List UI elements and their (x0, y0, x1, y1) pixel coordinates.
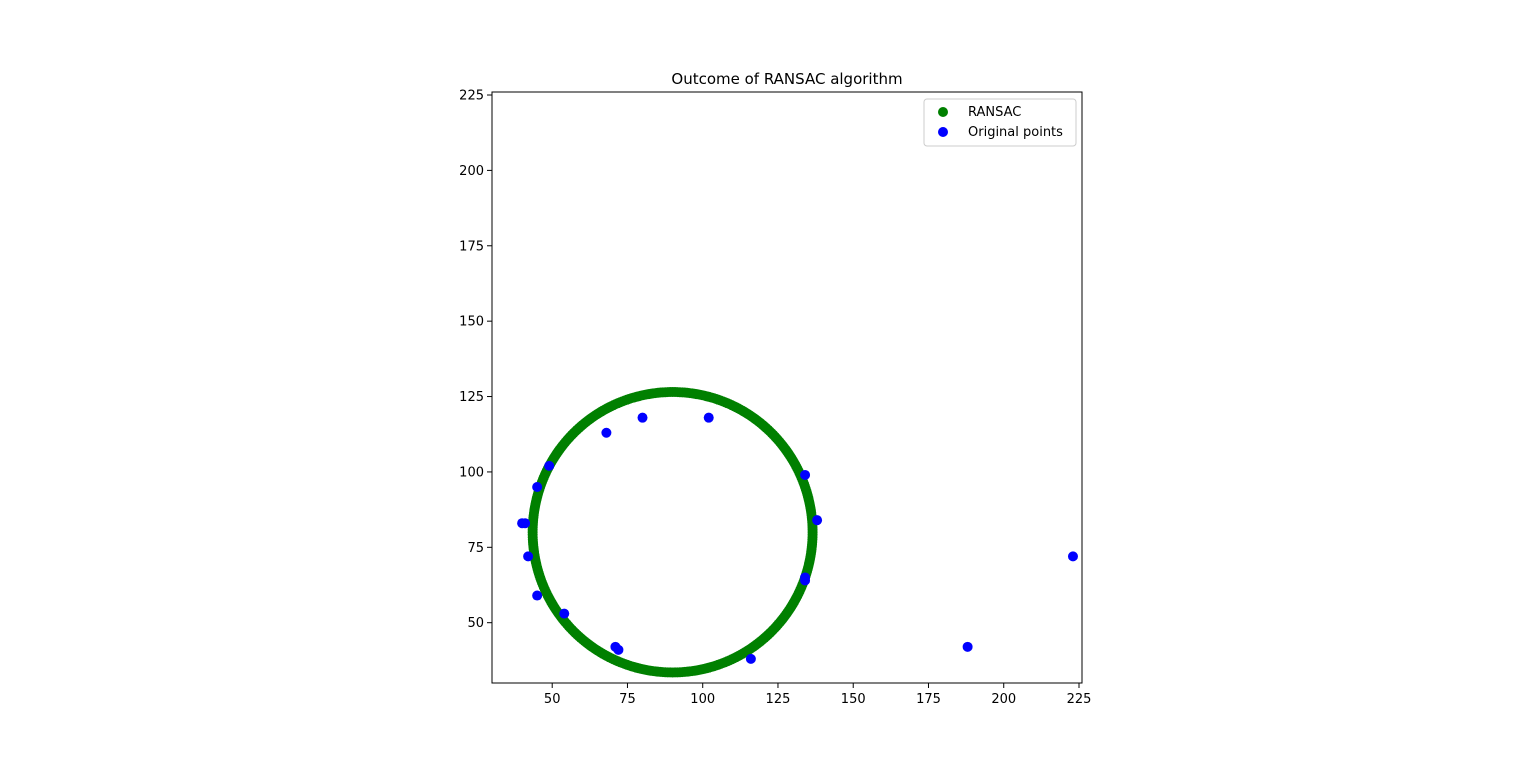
y-tick-label: 200 (459, 164, 484, 179)
y-tick-label: 125 (459, 390, 484, 405)
x-tick-label: 200 (991, 692, 1016, 707)
ransac-point (807, 529, 818, 540)
x-tick-label: 100 (690, 692, 715, 707)
y-tick-label: 100 (459, 465, 484, 480)
original-point (523, 551, 534, 562)
legend: RANSAC Original points (923, 98, 1077, 147)
original-point (1067, 551, 1078, 562)
x-axis: 50 75 100 125 150 175 200 225 (544, 683, 1091, 707)
y-tick-label: 225 (459, 89, 484, 104)
legend-label-original-points: Original points (968, 125, 1063, 140)
original-point (532, 482, 543, 493)
y-tick-label: 75 (467, 541, 484, 556)
original-point (637, 412, 648, 423)
original-point (812, 515, 823, 526)
original-point (613, 644, 624, 655)
x-tick-label: 150 (841, 692, 866, 707)
original-point (800, 469, 811, 480)
plot-area (491, 91, 1083, 684)
original-point (520, 518, 531, 529)
original-point (962, 641, 973, 652)
legend-box (923, 98, 1077, 147)
y-axis: 50 75 100 125 150 175 200 225 (459, 89, 492, 631)
axes-background (492, 92, 1082, 683)
x-tick-label: 175 (916, 692, 941, 707)
original-point (532, 590, 543, 601)
original-point (544, 460, 555, 471)
x-tick-label: 75 (619, 692, 636, 707)
legend-marker-original-points (938, 127, 948, 137)
original-points-series (517, 412, 1078, 664)
original-point (559, 608, 570, 619)
x-tick-label: 50 (544, 692, 561, 707)
x-tick-label: 125 (766, 692, 791, 707)
original-point (703, 412, 714, 423)
original-point (745, 653, 756, 664)
axes-frame (491, 91, 1083, 684)
x-tick-label: 225 (1067, 692, 1092, 707)
legend-marker-ransac (938, 107, 948, 117)
y-tick-label: 150 (459, 315, 484, 330)
legend-label-ransac: RANSAC (968, 105, 1021, 120)
original-point (601, 427, 612, 438)
y-tick-label: 50 (467, 616, 484, 631)
original-point (800, 575, 811, 586)
y-tick-label: 175 (459, 239, 484, 254)
chart-title: Outcome of RANSAC algorithm (671, 70, 902, 88)
